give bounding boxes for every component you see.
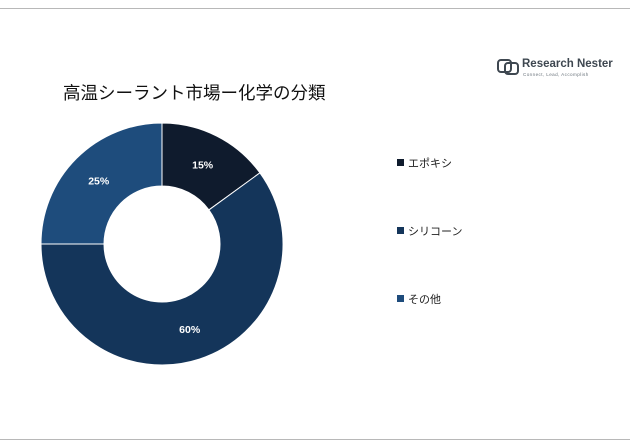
logo-mark-icon — [497, 59, 519, 75]
legend-swatch-1 — [397, 159, 404, 166]
logo-name-part2: Nester — [576, 58, 613, 70]
slice-value-label-3: 25% — [88, 176, 110, 188]
chart-title: 高温シーラント市場ー化学の分類 — [63, 84, 326, 104]
legend-label-3: その他 — [408, 293, 441, 306]
top-divider — [0, 8, 630, 9]
donut-chart: 15% 60% 25% — [40, 122, 284, 366]
donut-slice-2 — [40, 172, 284, 366]
legend-label-2: シリコーン — [408, 225, 463, 238]
logo-name-part1: Research — [522, 58, 577, 70]
legend-swatch-2 — [397, 227, 404, 234]
legend-label-1: エポキシ — [408, 157, 452, 170]
logo-wordmark: Research Nester — [522, 58, 613, 70]
donut-slice-3 — [40, 122, 163, 245]
slice-value-label-1: 15% — [192, 159, 214, 171]
bottom-divider — [0, 439, 630, 440]
legend-swatch-3 — [397, 295, 404, 302]
logo-tagline: Connect, Lead, Accomplish — [523, 72, 589, 77]
slice-value-label-2: 60% — [179, 324, 201, 336]
